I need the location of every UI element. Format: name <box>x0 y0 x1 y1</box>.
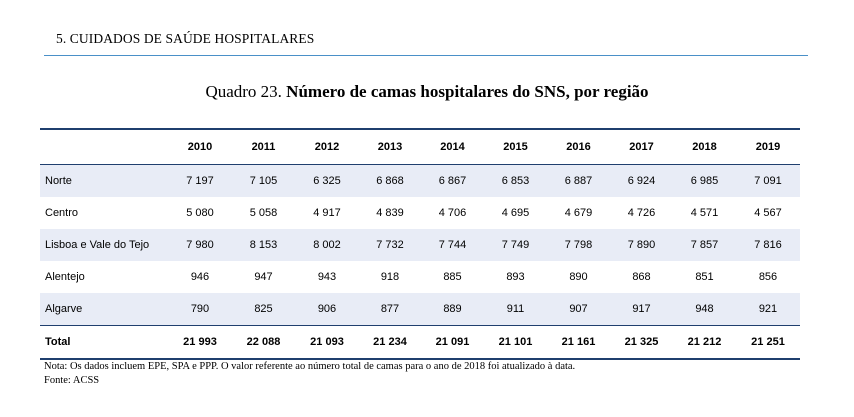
table-cell: 22 088 <box>232 325 295 359</box>
table-cell: 890 <box>569 271 588 283</box>
year-header: 2018 <box>673 129 736 165</box>
table-row: Norte 7 197 7 105 6 325 6 868 6 867 6 85… <box>40 164 800 197</box>
table-cell: 889 <box>421 293 484 326</box>
year-header: 2012 <box>295 129 359 165</box>
table-cell: 7 744 <box>421 229 484 261</box>
table-cell: 21 161 <box>547 325 610 359</box>
section-header: 5. CUIDADOS DE SAÚDE HOSPITALARES <box>56 31 315 46</box>
table-cell: 21 093 <box>295 325 359 359</box>
table-row: Algarve 790 825 906 877 889 911 907 917 … <box>40 293 800 326</box>
table-cell: 943 <box>317 271 337 283</box>
table-cell: 868 <box>632 271 651 283</box>
table-cell: 948 <box>673 293 736 326</box>
table-cell: 7 798 <box>547 229 610 261</box>
table-cell: 7 890 <box>610 229 673 261</box>
table-cell: 4 695 <box>501 207 530 219</box>
table-cell: 4 679 <box>564 207 593 219</box>
caption-prefix: Quadro 23. <box>205 82 282 101</box>
table-header-row: 2010 2011 2012 2013 2014 2015 2016 2017 … <box>40 129 800 165</box>
table-cell: 7 980 <box>168 229 232 261</box>
table-cell: 6 887 <box>547 164 610 197</box>
row-label: Algarve <box>40 293 168 326</box>
table-cell: 7 732 <box>359 229 421 261</box>
table-cell: 7 091 <box>736 164 800 197</box>
row-label: Total <box>40 325 168 359</box>
year-header: 2014 <box>421 129 484 165</box>
table-cell: 877 <box>359 293 421 326</box>
table-cell: 6 867 <box>421 164 484 197</box>
table-cell: 7 197 <box>168 164 232 197</box>
table-cell: 921 <box>736 293 800 326</box>
table-cell: 7 857 <box>673 229 736 261</box>
table-cell: 4 571 <box>690 207 719 219</box>
table-cell: 856 <box>758 271 778 283</box>
table-note: Nota: Os dados incluem EPE, SPA e PPP. O… <box>44 361 576 372</box>
table-source: Fonte: ACSS <box>44 375 100 386</box>
table-cell: 6 868 <box>359 164 421 197</box>
table-cell: 947 <box>254 271 273 283</box>
table-cell: 5 058 <box>249 207 278 219</box>
table-cell: 5 080 <box>186 207 214 219</box>
table-cell: 825 <box>232 293 295 326</box>
table-cell: 918 <box>380 271 400 283</box>
table-row: Alentejo 946 947 943 918 885 893 890 868… <box>40 261 800 293</box>
table-cell: 21 234 <box>359 325 421 359</box>
table-cell: 6 985 <box>673 164 736 197</box>
table-row: Centro 5 080 5 058 4 917 4 839 4 706 4 6… <box>40 197 800 229</box>
table-cell: 790 <box>168 293 232 326</box>
table-cell: 885 <box>443 271 462 283</box>
table-cell: 4 917 <box>313 207 341 219</box>
header-divider <box>44 55 808 56</box>
year-header: 2017 <box>610 129 673 165</box>
table-cell: 4 839 <box>376 207 404 219</box>
table-cell: 8 002 <box>295 229 359 261</box>
row-label: Centro <box>45 207 79 219</box>
table-cell: 7 816 <box>736 229 800 261</box>
table-cell: 6 325 <box>295 164 359 197</box>
table-cell: 21 325 <box>610 325 673 359</box>
table-cell: 911 <box>484 293 547 326</box>
table-cell: 946 <box>190 271 210 283</box>
table-cell: 851 <box>695 271 714 283</box>
table-cell: 6 853 <box>484 164 547 197</box>
year-header: 2013 <box>359 129 421 165</box>
year-header: 2015 <box>484 129 547 165</box>
table-cell: 4 706 <box>438 207 467 219</box>
caption-title: Número de camas hospitalares do SNS, por… <box>286 82 649 101</box>
table-cell: 893 <box>506 271 525 283</box>
row-label: Alentejo <box>45 271 85 283</box>
table-cell: 4 567 <box>754 207 782 219</box>
table-cell: 21 993 <box>168 325 232 359</box>
table-cell: 917 <box>610 293 673 326</box>
header-region-corner <box>40 129 168 165</box>
year-header: 2011 <box>232 129 295 165</box>
table-cell: 7 105 <box>232 164 295 197</box>
table-cell: 4 726 <box>627 207 656 219</box>
row-label: Norte <box>40 164 168 197</box>
table-cell: 7 749 <box>484 229 547 261</box>
table-caption: Quadro 23. Número de camas hospitalares … <box>0 82 854 102</box>
table-cell: 21 212 <box>673 325 736 359</box>
year-header: 2019 <box>736 129 800 165</box>
row-label: Lisboa e Vale do Tejo <box>40 229 168 261</box>
total-row: Total 21 993 22 088 21 093 21 234 21 091… <box>40 325 800 359</box>
table-row: Lisboa e Vale do Tejo 7 980 8 153 8 002 … <box>40 229 800 261</box>
table-cell: 21 101 <box>484 325 547 359</box>
beds-table: 2010 2011 2012 2013 2014 2015 2016 2017 … <box>40 128 800 360</box>
table-cell: 21 251 <box>736 325 800 359</box>
year-header: 2010 <box>168 129 232 165</box>
table-cell: 906 <box>295 293 359 326</box>
table-cell: 6 924 <box>610 164 673 197</box>
table-cell: 21 091 <box>421 325 484 359</box>
table-cell: 907 <box>547 293 610 326</box>
table-cell: 8 153 <box>232 229 295 261</box>
year-header: 2016 <box>547 129 610 165</box>
